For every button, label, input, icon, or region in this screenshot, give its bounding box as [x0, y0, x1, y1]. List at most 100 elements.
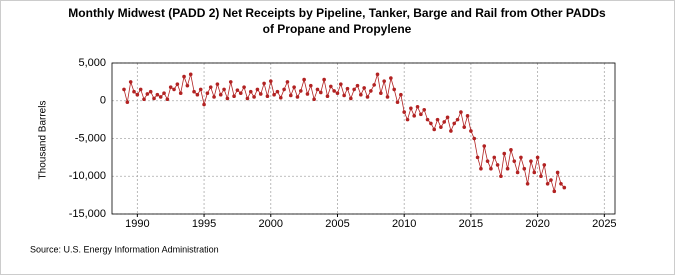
- data-point: [329, 84, 333, 89]
- data-point: [469, 129, 473, 133]
- y-tick-label: -15,000: [69, 208, 106, 220]
- data-point: [165, 97, 170, 102]
- data-point: [529, 159, 533, 163]
- data-point: [355, 83, 360, 88]
- x-tick-label: 1995: [192, 218, 216, 230]
- data-point: [172, 87, 176, 92]
- data-point: [222, 87, 226, 92]
- data-point: [435, 117, 440, 122]
- data-point: [302, 77, 306, 82]
- data-point: [215, 82, 220, 86]
- data-point: [372, 83, 376, 87]
- data-point: [375, 72, 380, 77]
- data-point: [322, 77, 326, 82]
- data-point: [395, 100, 400, 105]
- data-point: [258, 92, 263, 96]
- x-tick-label: 2020: [525, 218, 549, 230]
- data-point: [362, 86, 366, 90]
- data-point: [192, 89, 196, 94]
- data-point: [125, 100, 130, 105]
- data-point: [415, 104, 420, 109]
- data-point: [402, 110, 406, 114]
- y-tick-label: 0: [100, 95, 106, 107]
- data-point: [298, 89, 303, 93]
- data-point: [532, 170, 537, 175]
- data-point: [385, 95, 390, 99]
- data-point: [495, 163, 500, 167]
- data-point: [365, 95, 370, 99]
- data-point: [555, 170, 560, 175]
- data-point: [262, 81, 266, 86]
- data-point: [482, 144, 487, 148]
- chart-title: Monthly Midwest (PADD 2) Net Receipts by…: [68, 6, 606, 20]
- data-point: [325, 94, 330, 99]
- data-point: [135, 92, 140, 97]
- y-tick-label: 5,000: [78, 57, 106, 69]
- data-point: [452, 121, 457, 126]
- data-point: [549, 178, 553, 182]
- data-point: [152, 96, 156, 101]
- x-tick-label: 1990: [125, 218, 149, 230]
- data-point: [462, 125, 467, 129]
- data-point: [182, 74, 186, 79]
- data-point: [409, 106, 413, 111]
- data-point: [542, 163, 547, 167]
- chart-subtitle: of Propane and Propylene: [263, 22, 412, 36]
- data-point: [158, 95, 163, 99]
- data-point: [248, 89, 253, 94]
- data-point: [455, 117, 460, 122]
- data-point: [268, 79, 273, 83]
- data-point: [148, 89, 153, 94]
- data-point: [475, 155, 480, 160]
- data-point: [185, 83, 190, 88]
- data-point: [445, 115, 450, 120]
- data-point: [295, 95, 300, 99]
- data-point: [265, 94, 270, 99]
- data-point: [429, 121, 433, 126]
- plot-area: [111, 62, 616, 215]
- data-point: [465, 114, 470, 118]
- data-point: [275, 89, 280, 94]
- data-point: [439, 125, 443, 129]
- x-tick-label: 2025: [592, 218, 616, 230]
- data-point: [312, 97, 316, 102]
- data-point: [545, 182, 550, 186]
- data-point: [472, 136, 477, 141]
- data-point: [132, 89, 136, 94]
- data-point: [562, 185, 567, 190]
- data-point: [535, 155, 540, 160]
- data-point: [559, 182, 563, 186]
- data-point: [489, 166, 493, 171]
- x-tick-label: 2015: [459, 218, 483, 230]
- data-point: [292, 85, 296, 89]
- data-point: [178, 91, 183, 95]
- data-point: [138, 87, 143, 92]
- data-point: [485, 159, 490, 163]
- data-point: [519, 155, 523, 160]
- data-point: [332, 89, 336, 93]
- data-point: [352, 87, 356, 92]
- data-point: [315, 87, 320, 92]
- data-point: [432, 127, 437, 132]
- data-point: [202, 102, 206, 107]
- data-point: [392, 87, 396, 92]
- data-point: [142, 97, 146, 102]
- data-point: [212, 95, 216, 99]
- data-point: [188, 72, 193, 77]
- data-point: [335, 91, 340, 95]
- data-point: [359, 92, 363, 97]
- data-point: [405, 117, 410, 122]
- data-point: [412, 114, 417, 118]
- data-point: [459, 110, 463, 114]
- data-point: [285, 80, 290, 84]
- data-point: [242, 85, 246, 89]
- series-line: [123, 74, 565, 192]
- data-point: [235, 88, 240, 92]
- data-point: [288, 93, 293, 98]
- data-point: [168, 85, 173, 89]
- y-axis-label: Thousand Barrels: [38, 101, 49, 180]
- data-point: [539, 174, 543, 179]
- source: Source: U.S. Energy Information Administ…: [30, 244, 219, 254]
- data-point: [369, 89, 373, 93]
